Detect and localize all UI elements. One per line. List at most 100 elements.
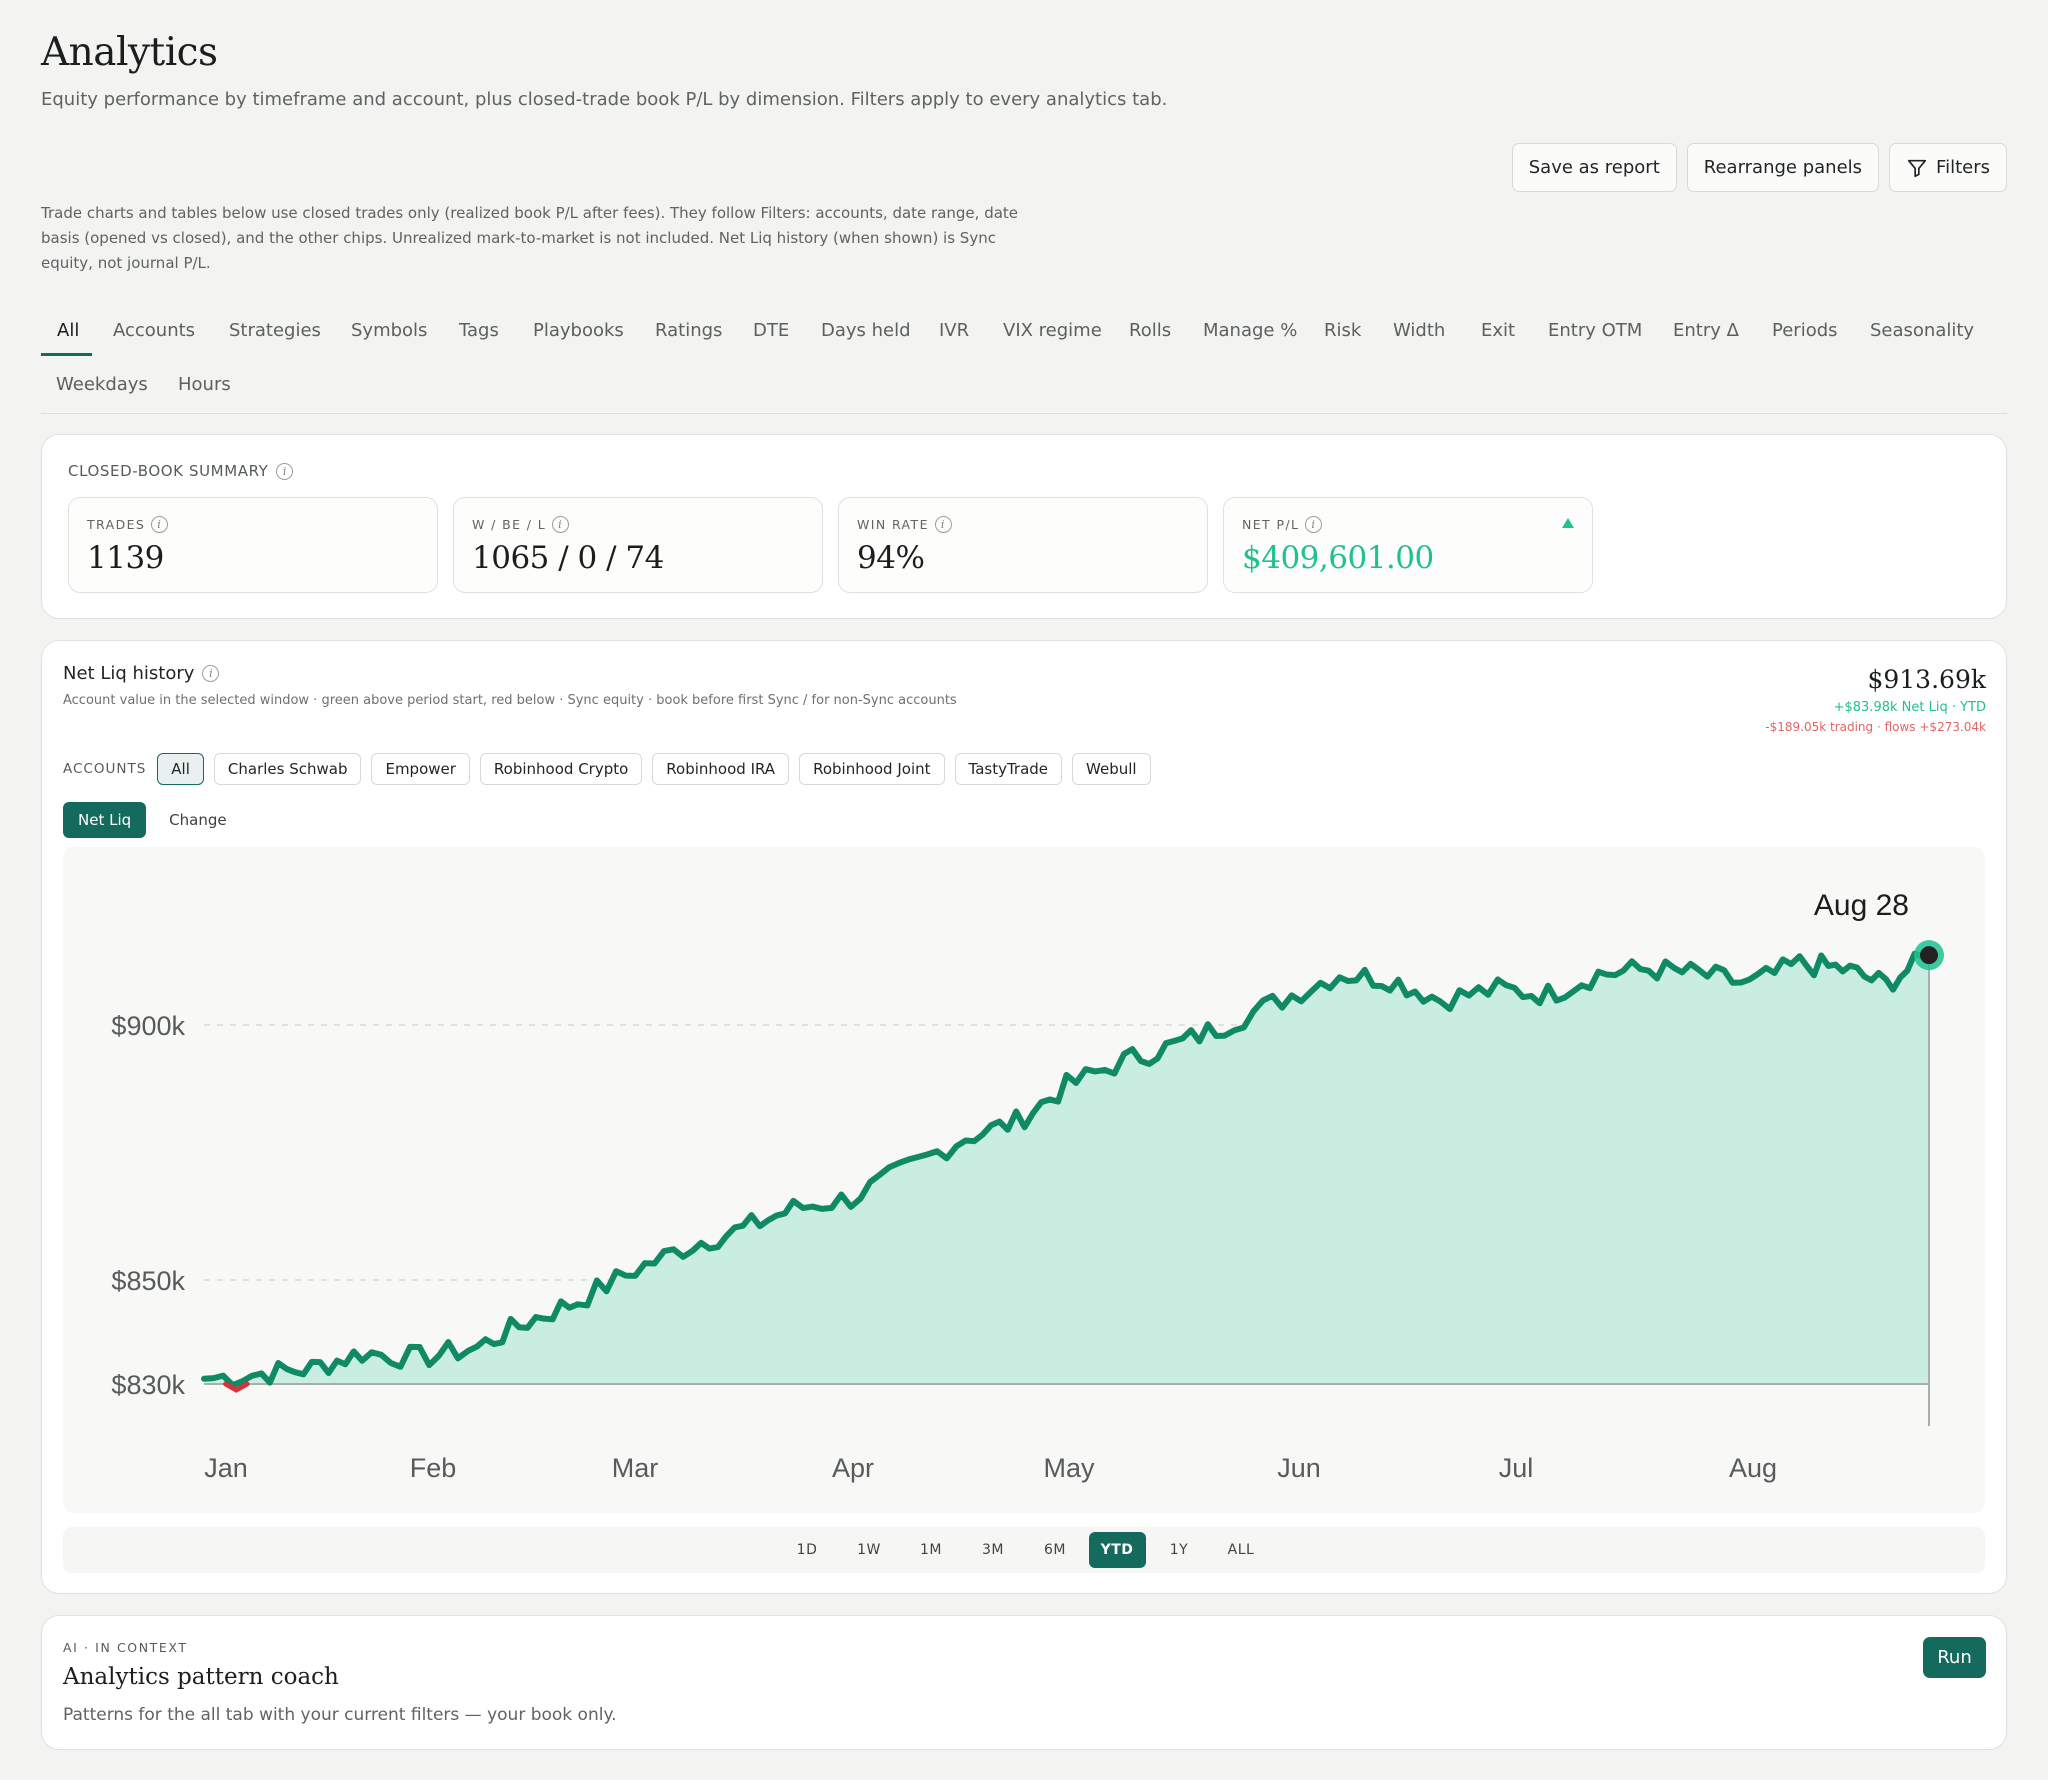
tab-width[interactable]: Width bbox=[1393, 320, 1446, 341]
y-tick-label: $830k bbox=[111, 1370, 185, 1400]
tab-ratings[interactable]: Ratings bbox=[655, 320, 723, 341]
stat-winrate-label: WIN RATE bbox=[857, 517, 929, 532]
tab-ivr[interactable]: IVR bbox=[939, 320, 970, 341]
coach-tag: AI · IN CONTEXT bbox=[63, 1640, 188, 1655]
stat-trades: TRADES i 1139 bbox=[68, 497, 438, 593]
account-chip-empower[interactable]: Empower bbox=[371, 753, 470, 785]
info-icon[interactable]: i bbox=[276, 462, 294, 480]
stat-trades-label-row: TRADES i bbox=[87, 516, 169, 533]
save-as-report-label: Save as report bbox=[1528, 157, 1660, 178]
stat-wbl-label: W / BE / L bbox=[472, 517, 547, 532]
range-1d-button[interactable]: 1D bbox=[796, 1542, 818, 1558]
info-icon[interactable]: i bbox=[1305, 516, 1323, 533]
range-1y-button[interactable]: 1Y bbox=[1169, 1542, 1189, 1558]
tab-risk[interactable]: Risk bbox=[1324, 320, 1362, 341]
y-tick-label: $900k bbox=[111, 1011, 185, 1041]
net-liq-title-row: Net Liq history i bbox=[63, 663, 220, 684]
stat-trades-label: TRADES bbox=[87, 517, 146, 532]
tab-playbooks[interactable]: Playbooks bbox=[533, 320, 624, 341]
x-tick-label: Feb bbox=[410, 1453, 457, 1483]
tab-manage-pct[interactable]: Manage % bbox=[1203, 320, 1298, 341]
filters-label: Filters bbox=[1936, 157, 1990, 178]
net-liq-chart[interactable]: $900k $850k $830k Aug 28 Jan Feb Mar Apr May Jun J… bbox=[63, 847, 1985, 1513]
tab-periods[interactable]: Periods bbox=[1772, 320, 1838, 341]
tab-vix-regime[interactable]: VIX regime bbox=[1003, 320, 1102, 341]
range-selector: 1D 1W 1M 3M 6M YTD 1Y ALL bbox=[63, 1527, 1985, 1573]
mode-net-liq-button[interactable]: Net Liq bbox=[63, 802, 147, 838]
tab-rolls[interactable]: Rolls bbox=[1129, 320, 1172, 341]
account-chip-tastytrade[interactable]: TastyTrade bbox=[954, 753, 1063, 785]
x-tick-label: May bbox=[1043, 1453, 1095, 1483]
account-chip-robinhood-ira[interactable]: Robinhood IRA bbox=[652, 753, 790, 785]
tab-all[interactable]: All bbox=[57, 320, 80, 341]
account-chip-charles-schwab[interactable]: Charles Schwab bbox=[213, 753, 362, 785]
stat-wbl-label-row: W / BE / L i bbox=[472, 516, 570, 533]
run-button[interactable]: Run bbox=[1923, 1637, 1986, 1678]
range-1m-button[interactable]: 1M bbox=[920, 1542, 942, 1558]
info-icon[interactable]: i bbox=[202, 665, 220, 682]
filter-icon bbox=[1907, 159, 1927, 177]
account-chip-webull[interactable]: Webull bbox=[1072, 753, 1151, 785]
rearrange-panels-label: Rearrange panels bbox=[1703, 157, 1863, 178]
x-tick-label: Jan bbox=[204, 1453, 248, 1483]
tab-entry-delta[interactable]: Entry Δ bbox=[1673, 320, 1739, 341]
coach-description: Patterns for the all tab with your curre… bbox=[63, 1705, 617, 1725]
accounts-label: ACCOUNTS bbox=[63, 761, 147, 777]
save-as-report-button[interactable]: Save as report bbox=[1511, 143, 1677, 192]
tab-dte[interactable]: DTE bbox=[753, 320, 790, 341]
net-liq-title: Net Liq history bbox=[63, 663, 195, 684]
range-all-button[interactable]: ALL bbox=[1227, 1542, 1255, 1558]
stat-net-pl: NET P/L i $409,601.00 bbox=[1223, 497, 1593, 593]
page-subtitle: Equity performance by timeframe and acco… bbox=[41, 89, 1168, 110]
range-3m-button[interactable]: 3M bbox=[982, 1542, 1004, 1558]
tab-weekdays[interactable]: Weekdays bbox=[56, 374, 148, 395]
hover-date-label: Aug 28 bbox=[1814, 889, 1909, 922]
closed-book-summary-card: CLOSED-BOOK SUMMARY i TRADES i 1139 W / B… bbox=[41, 434, 2007, 619]
tab-accounts[interactable]: Accounts bbox=[113, 320, 196, 341]
stat-netpl-value: $409,601.00 bbox=[1242, 540, 1434, 576]
stat-netpl-label-row: NET P/L i bbox=[1242, 516, 1323, 533]
net-liq-area bbox=[204, 953, 1929, 1386]
analytics-pattern-coach-card: AI · IN CONTEXT Analytics pattern coach … bbox=[41, 1615, 2007, 1750]
net-liq-chart-svg: $900k $850k $830k Aug 28 Jan Feb Mar Apr May Jun J… bbox=[111, 889, 1944, 1483]
mode-change-button[interactable]: Change bbox=[169, 811, 227, 829]
tab-hours[interactable]: Hours bbox=[178, 374, 231, 395]
tab-tags[interactable]: Tags bbox=[459, 320, 499, 341]
range-6m-button[interactable]: 6M bbox=[1044, 1542, 1066, 1558]
stat-netpl-label: NET P/L bbox=[1242, 517, 1300, 532]
tab-exit[interactable]: Exit bbox=[1481, 320, 1516, 341]
up-triangle-icon bbox=[1562, 518, 1574, 528]
y-tick-label: $850k bbox=[111, 1266, 185, 1296]
hover-marker-dot bbox=[1920, 946, 1938, 965]
tab-symbols[interactable]: Symbols bbox=[351, 320, 428, 341]
x-tick-label: Aug bbox=[1729, 1453, 1777, 1483]
chart-mode-toggle: Net Liq Change bbox=[63, 802, 242, 838]
top-actions: Save as report Rearrange panels Filters bbox=[1511, 143, 2007, 192]
info-icon[interactable]: i bbox=[552, 516, 570, 533]
summary-title-text: CLOSED-BOOK SUMMARY bbox=[68, 462, 269, 480]
account-chip-all[interactable]: All bbox=[157, 753, 204, 785]
tab-seasonality[interactable]: Seasonality bbox=[1870, 320, 1975, 341]
info-icon[interactable]: i bbox=[934, 516, 952, 533]
stat-wbl: W / BE / L i 1065 / 0 / 74 bbox=[453, 497, 823, 593]
range-1w-button[interactable]: 1W bbox=[857, 1542, 881, 1558]
stat-win-rate: WIN RATE i 94% bbox=[838, 497, 1208, 593]
account-chip-robinhood-crypto[interactable]: Robinhood Crypto bbox=[479, 753, 643, 785]
tab-days-held[interactable]: Days held bbox=[821, 320, 911, 341]
rearrange-panels-button[interactable]: Rearrange panels bbox=[1686, 143, 1880, 192]
x-tick-label: Jul bbox=[1499, 1453, 1534, 1483]
x-tick-label: Apr bbox=[832, 1453, 874, 1483]
account-chip-robinhood-joint[interactable]: Robinhood Joint bbox=[799, 753, 945, 785]
active-tab-underline bbox=[41, 353, 92, 356]
net-liq-line bbox=[201, 950, 1932, 1389]
filters-button[interactable]: Filters bbox=[1889, 143, 2007, 192]
net-liq-change: +$83.98k Net Liq · YTD bbox=[1833, 700, 1986, 715]
info-icon[interactable]: i bbox=[151, 516, 169, 533]
net-liq-description: Account value in the selected window · g… bbox=[63, 693, 957, 708]
coach-title: Analytics pattern coach bbox=[63, 1664, 339, 1690]
range-ytd-button[interactable]: YTD bbox=[1088, 1532, 1146, 1568]
stat-winrate-label-row: WIN RATE i bbox=[857, 516, 952, 533]
x-tick-label: Jun bbox=[1277, 1453, 1321, 1483]
tab-strategies[interactable]: Strategies bbox=[229, 320, 321, 341]
tab-entry-otm[interactable]: Entry OTM bbox=[1548, 320, 1643, 341]
